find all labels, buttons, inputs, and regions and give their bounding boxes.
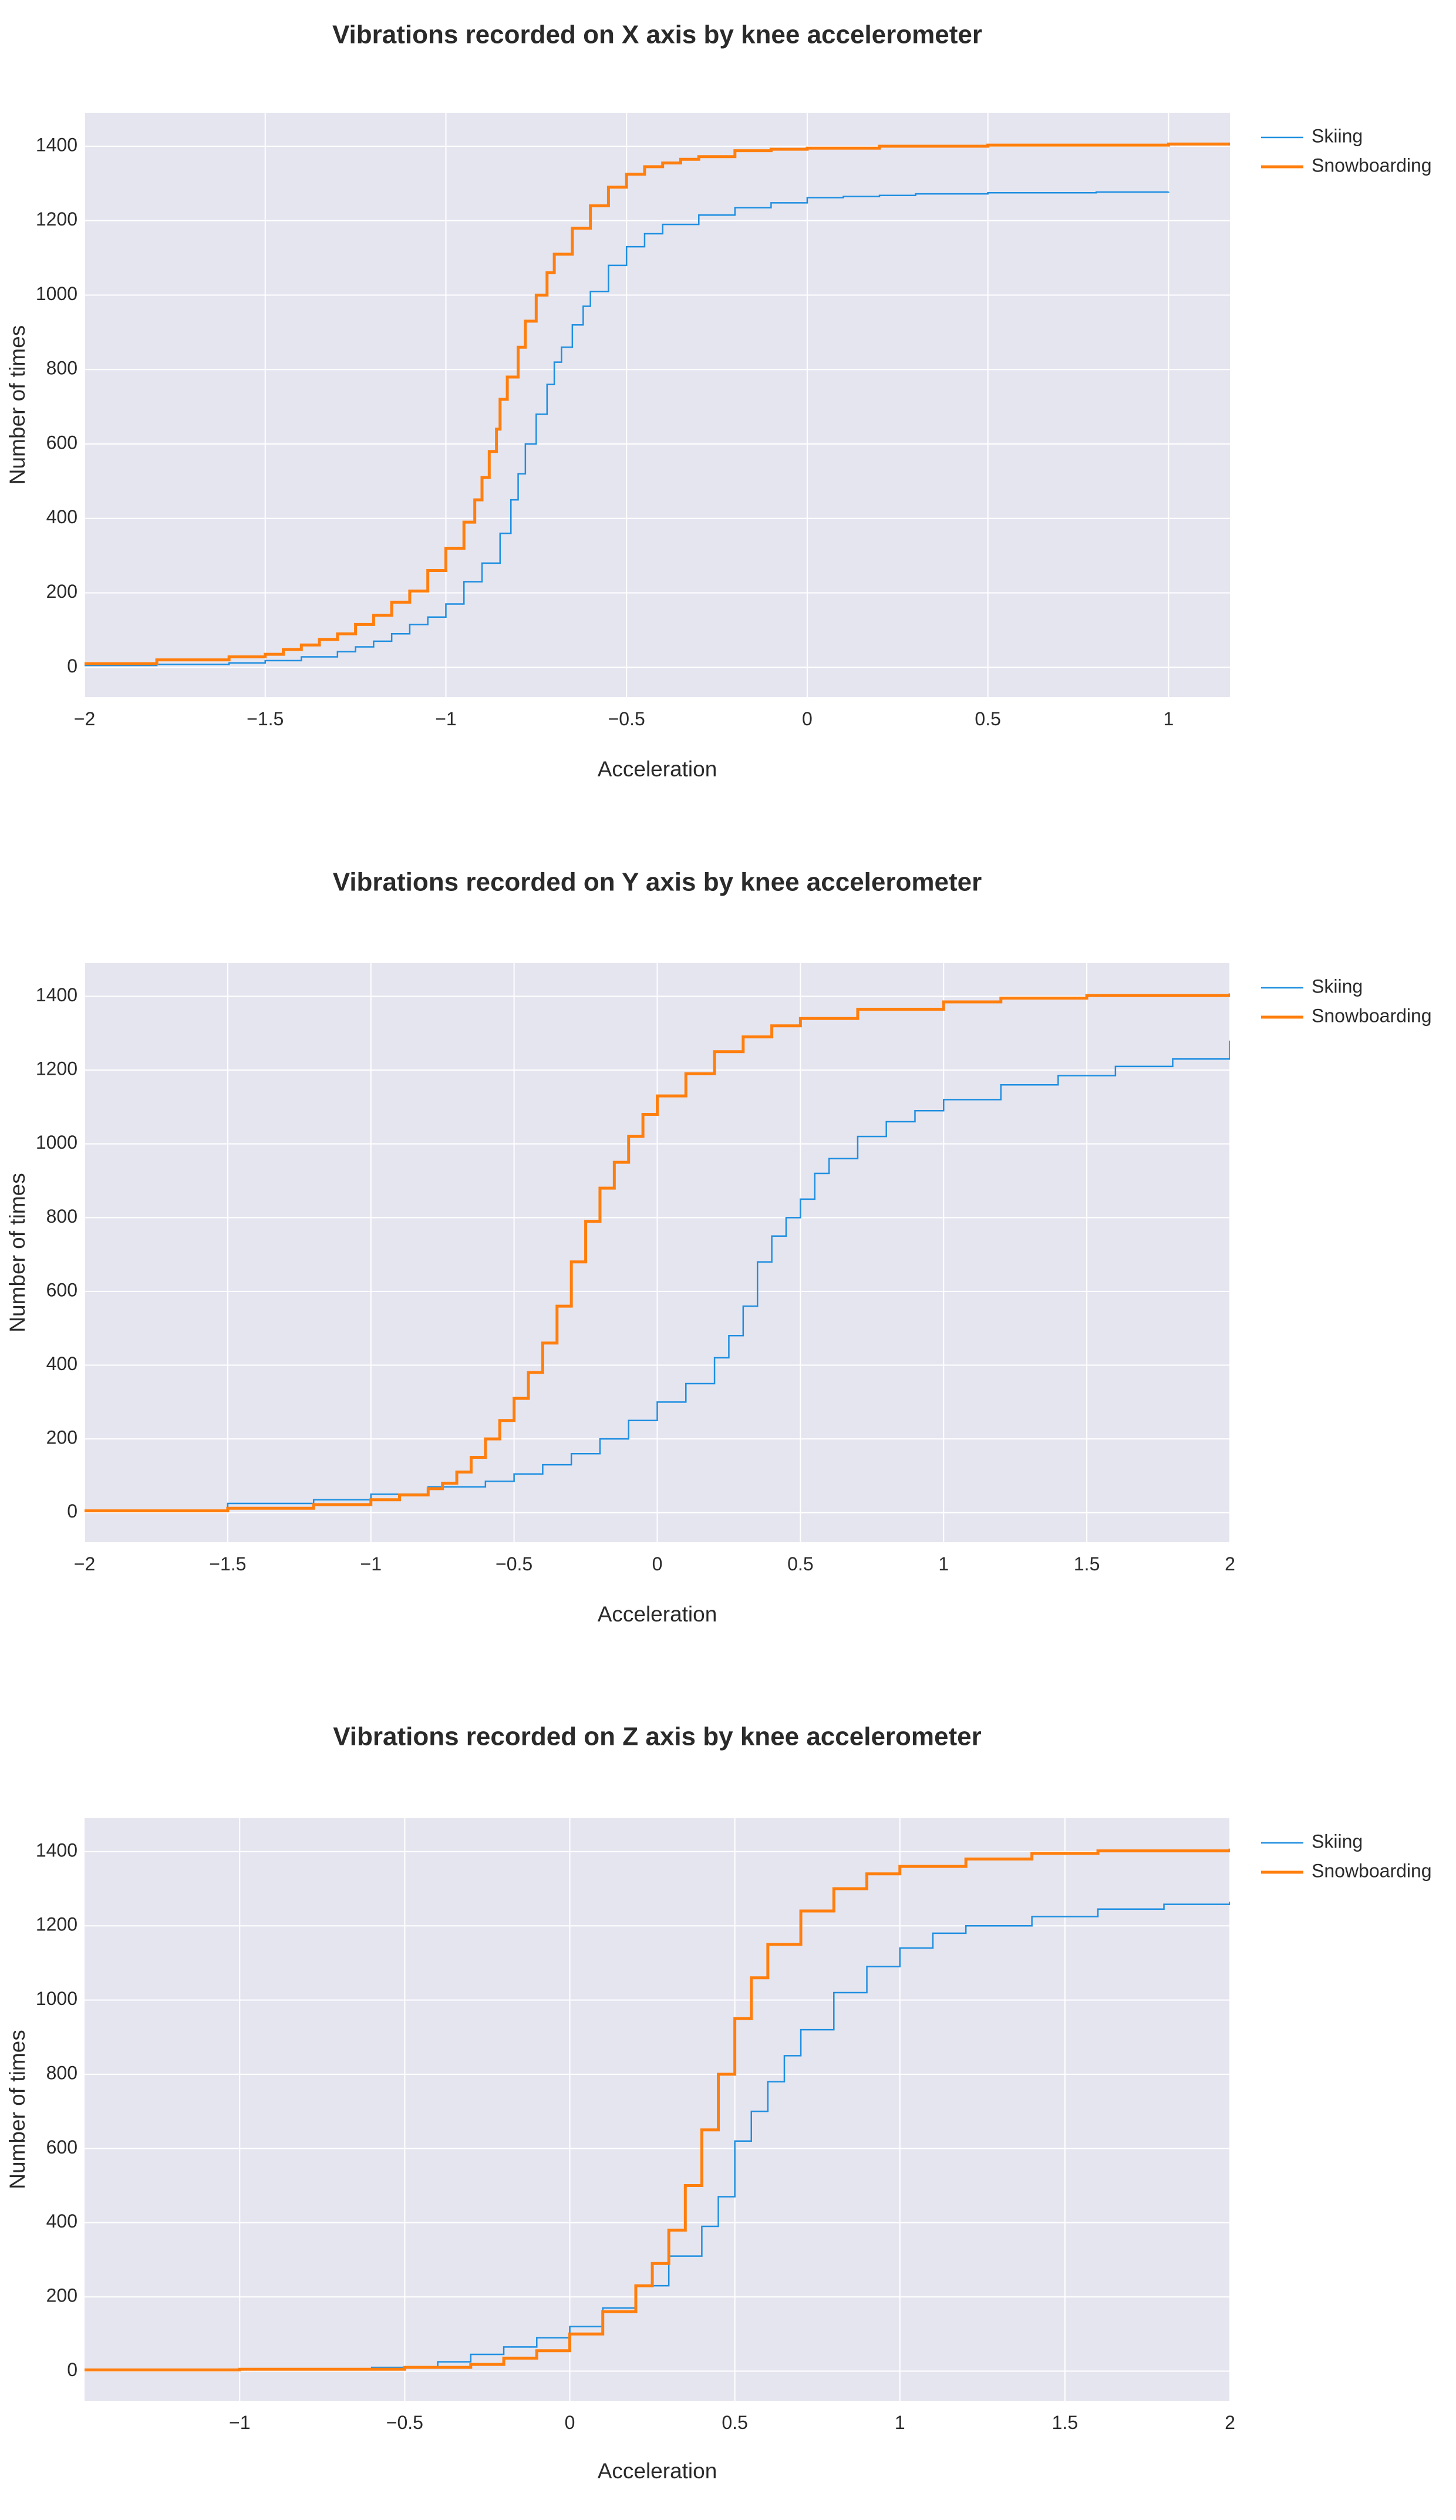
y-axis-title: Number of times: [5, 325, 29, 485]
chart-0: Vibrations recorded on X axis by knee ac…: [5, 21, 1432, 781]
y-axis-title: Number of times: [5, 2030, 29, 2189]
x-tick-label: 1.5: [1074, 1553, 1100, 1574]
chart-title: Vibrations recorded on X axis by knee ac…: [332, 21, 982, 49]
y-tick-label: 600: [46, 432, 77, 453]
y-tick-label: 200: [46, 1427, 77, 1448]
y-tick-label: 400: [46, 506, 77, 527]
legend: Skiing Snowboarding: [1261, 125, 1432, 176]
chart-1: Vibrations recorded on Y axis by knee ac…: [5, 868, 1432, 1626]
legend-label: Skiing: [1312, 1831, 1363, 1852]
chart-title: Vibrations recorded on Y axis by knee ac…: [333, 868, 982, 897]
y-axis-title: Number of times: [5, 1173, 29, 1332]
series-line-snowboarding: [85, 993, 1230, 1513]
legend: Skiing Snowboarding: [1261, 975, 1432, 1026]
legend: Skiing Snowboarding: [1261, 1831, 1432, 1881]
y-tick-label: 0: [67, 2359, 77, 2380]
x-tick-label: 0: [565, 2412, 575, 2433]
x-tick-label: 0.5: [787, 1553, 813, 1574]
y-tick-label: 1200: [36, 1914, 77, 1935]
legend-label: Snowboarding: [1312, 154, 1432, 176]
x-tick-label: −1.5: [209, 1553, 246, 1574]
x-tick-label: 0.5: [722, 2412, 747, 2433]
y-tick-label: 800: [46, 358, 77, 379]
y-tick-label: 400: [46, 2211, 77, 2232]
y-tick-label: 1000: [36, 283, 77, 304]
y-tick-label: 800: [46, 1206, 77, 1227]
x-tick-label: −1: [435, 708, 456, 729]
legend-label: Skiing: [1312, 975, 1363, 997]
x-tick-label: −2: [74, 1553, 95, 1574]
series-line-skiing: [85, 1902, 1230, 2371]
series-line-skiing: [85, 191, 1169, 667]
x-tick-label: 0.5: [975, 708, 1000, 729]
x-tick-label: −1.5: [247, 708, 284, 729]
series-line-skiing: [85, 1040, 1230, 1512]
x-tick-label: 1: [895, 2412, 905, 2433]
y-tick-label: 1200: [36, 208, 77, 230]
x-tick-label: 1.5: [1052, 2412, 1078, 2433]
x-tick-label: 0: [652, 1553, 663, 1574]
x-tick-label: 1: [1163, 708, 1174, 729]
x-axis-title: Acceleration: [598, 2459, 717, 2483]
x-axis-title: Acceleration: [598, 757, 717, 781]
x-tick-label: −0.5: [386, 2412, 423, 2433]
legend-label: Snowboarding: [1312, 1860, 1432, 1881]
plot-area: [85, 1818, 1230, 2401]
y-tick-label: 400: [46, 1353, 77, 1374]
series-line-snowboarding: [85, 142, 1230, 665]
chart-2: Vibrations recorded on Z axis by knee ac…: [5, 1722, 1432, 2483]
y-tick-label: 1200: [36, 1058, 77, 1079]
y-tick-label: 0: [67, 655, 77, 677]
x-tick-label: 2: [1225, 2412, 1235, 2433]
y-tick-label: 0: [67, 1500, 77, 1522]
x-tick-label: 2: [1225, 1553, 1235, 1574]
series-line-snowboarding: [85, 1848, 1230, 2372]
y-tick-label: 200: [46, 581, 77, 602]
legend-label: Snowboarding: [1312, 1005, 1432, 1026]
y-tick-label: 600: [46, 2137, 77, 2158]
x-tick-label: −2: [74, 708, 95, 729]
y-tick-label: 200: [46, 2285, 77, 2306]
y-tick-label: 800: [46, 2062, 77, 2083]
y-tick-label: 600: [46, 1279, 77, 1300]
y-tick-label: 1000: [36, 1132, 77, 1153]
y-tick-label: 1400: [36, 1839, 77, 1860]
legend-label: Skiing: [1312, 125, 1363, 146]
x-tick-label: 0: [802, 708, 813, 729]
x-tick-label: −0.5: [496, 1553, 532, 1574]
y-tick-label: 1400: [36, 984, 77, 1005]
y-tick-label: 1400: [36, 134, 77, 155]
x-tick-label: 1: [938, 1553, 949, 1574]
x-tick-label: −0.5: [608, 708, 645, 729]
plot-area: [85, 113, 1230, 697]
x-tick-label: −1: [360, 1553, 382, 1574]
x-tick-label: −1: [229, 2412, 250, 2433]
y-tick-label: 1000: [36, 1988, 77, 2009]
chart-title: Vibrations recorded on Z axis by knee ac…: [333, 1722, 982, 1751]
x-axis-title: Acceleration: [598, 1602, 717, 1626]
